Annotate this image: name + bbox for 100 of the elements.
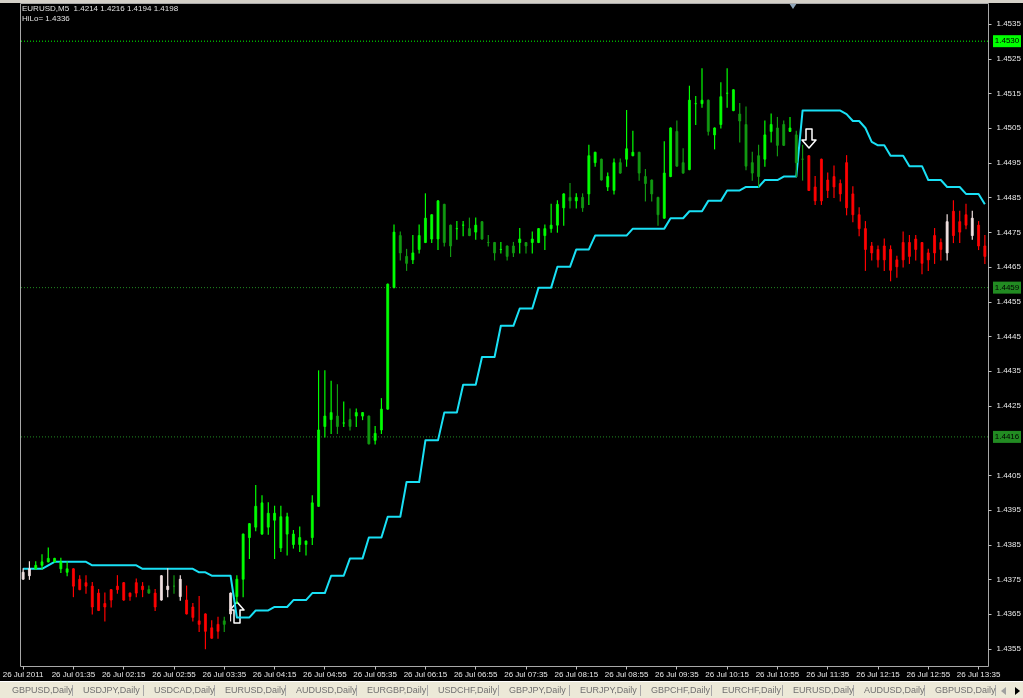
text: GBPJPY,Daily (499, 685, 570, 696)
text: EURJPY,Daily (570, 685, 641, 696)
candlestick (65, 561, 69, 577)
candlestick (637, 151, 641, 181)
candlestick (235, 575, 239, 605)
ref-line-label: 1.4530 (994, 36, 1020, 46)
candlestick (738, 103, 742, 143)
candlestick (474, 217, 478, 240)
candlestick (524, 241, 528, 254)
chart-title: EURUSD,M5 1.4214 1.4216 1.4194 1.4198 (22, 4, 179, 14)
x-tick-label: 26 Jul 03:35 (202, 669, 247, 679)
candlestick (600, 158, 603, 181)
x-tick-label: 26 Jul 08:15 (554, 669, 599, 679)
candlestick (813, 175, 817, 205)
candlestick (285, 512, 289, 556)
candlestick (380, 398, 383, 435)
candlestick (964, 203, 968, 230)
candlestick (656, 196, 660, 226)
candlestick (204, 613, 207, 650)
text: AUDUSD,Daily (286, 685, 357, 696)
x-tick-label: 26 Jul 06:55 (453, 669, 499, 679)
candlestick (650, 179, 654, 202)
y-tick-label: 1.4505 (996, 123, 1022, 133)
candlestick (298, 526, 302, 553)
x-tick-label: 26 Jul 02:15 (101, 669, 147, 679)
candlestick (84, 575, 88, 594)
candlestick (72, 568, 75, 598)
x-tick-label: 26 Jul 04:15 (252, 669, 297, 679)
candlestick (977, 221, 980, 251)
candlestick (292, 530, 295, 549)
candlestick (185, 585, 188, 615)
y-tick-label: 1.4475 (996, 227, 1022, 237)
candlestick (926, 248, 930, 271)
candlestick (160, 575, 163, 601)
candlestick (788, 116, 792, 133)
candlestick (361, 412, 364, 421)
y-tick-label: 1.4535 (996, 19, 1022, 29)
y-tick-label: 1.4485 (996, 192, 1022, 202)
x-tick-label: 26 Jul 12:55 (906, 669, 951, 679)
text: EURGBP,Daily (357, 685, 428, 696)
y-tick-label: 1.4465 (996, 262, 1022, 272)
y-tick-label: 1.4355 (996, 644, 1022, 654)
x-tick-label: 26 Jul 04:55 (303, 669, 348, 679)
candlestick (845, 155, 848, 216)
text: USDJPY,Daily (73, 685, 144, 696)
y-tick-label: 1.4445 (996, 331, 1022, 341)
candlestick (273, 505, 276, 559)
candlestick (449, 224, 452, 257)
candlestick (581, 193, 584, 212)
text: USDCHF,Daily (428, 685, 499, 696)
candlestick (468, 217, 471, 237)
x-tick-label: 26 Jul 01:35 (51, 669, 96, 679)
candlestick (562, 193, 566, 226)
candlestick (914, 234, 918, 261)
x-tick-label: 26 Jul 06:15 (403, 669, 448, 679)
candlestick (556, 200, 559, 233)
candlestick (889, 245, 892, 282)
x-tick-label: 26 Jul 2011 (2, 669, 45, 679)
candlestick (644, 169, 647, 202)
candlestick (323, 370, 327, 438)
candlestick (769, 113, 773, 143)
candlestick (920, 241, 924, 275)
candlestick (417, 224, 421, 254)
text: EURUSD,Daily (783, 685, 854, 696)
text: GBPCHF,Daily (641, 685, 712, 696)
text: AUDUSD,Daily (854, 685, 925, 696)
candlestick (90, 582, 94, 615)
candlestick (952, 200, 955, 244)
candlestick (681, 148, 685, 174)
candlestick (776, 116, 779, 157)
candlestick (373, 425, 377, 445)
candlestick (518, 228, 522, 254)
candlestick (939, 238, 943, 261)
candlestick (895, 255, 899, 278)
x-tick-label: 26 Jul 10:15 (705, 669, 750, 679)
candlestick (908, 234, 911, 264)
candlestick (700, 68, 704, 108)
y-tick-label: 1.4365 (996, 609, 1022, 619)
candlestick (493, 241, 496, 261)
x-tick-label: 26 Jul 09:35 (655, 669, 700, 679)
candlestick (983, 234, 987, 264)
y-tick-label: 1.4375 (996, 574, 1022, 584)
candlestick (40, 554, 44, 570)
candlestick (197, 595, 201, 632)
candlestick (732, 89, 735, 112)
text: EURUSD,Daily (215, 685, 286, 696)
candlestick (342, 401, 346, 428)
candlestick (178, 575, 182, 601)
candlestick (229, 592, 232, 622)
y-tick-label: 1.4435 (996, 366, 1022, 376)
x-tick-label: 26 Jul 13:35 (956, 669, 1001, 679)
x-tick-label: 26 Jul 08:55 (604, 669, 649, 679)
candlestick (537, 228, 540, 244)
candlestick (348, 408, 352, 431)
candlestick (631, 130, 635, 157)
candlestick (398, 231, 402, 261)
candlestick (864, 221, 867, 271)
candlestick (97, 589, 100, 612)
candlestick (543, 224, 547, 251)
candlestick (901, 231, 905, 268)
